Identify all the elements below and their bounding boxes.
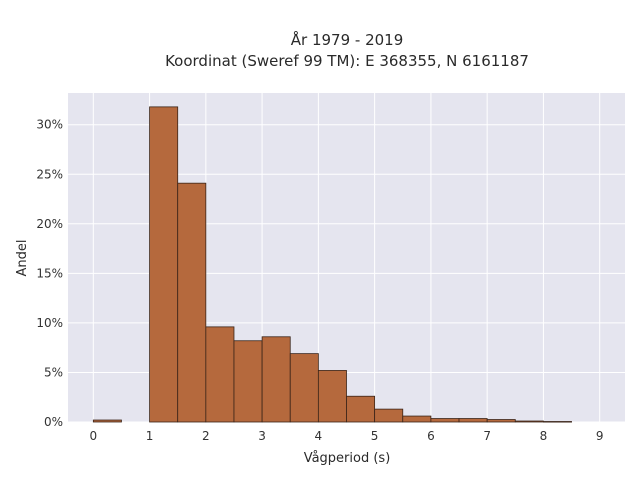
y-tick-label: 0% <box>44 415 63 429</box>
histogram-bar <box>346 395 376 423</box>
x-tick-label: 8 <box>540 429 548 443</box>
histogram-bar <box>317 370 347 423</box>
y-tick-label: 30% <box>36 118 63 132</box>
histogram-bar <box>486 419 516 423</box>
y-tick-label: 20% <box>36 217 63 231</box>
histogram-bar <box>289 353 319 423</box>
histogram-bar <box>430 418 460 423</box>
bars <box>92 106 572 423</box>
histogram-bar <box>458 418 488 423</box>
histogram-bar <box>205 326 235 423</box>
histogram-bar <box>233 340 263 423</box>
x-tick-label: 6 <box>427 429 435 443</box>
y-tick-label: 5% <box>44 365 63 379</box>
x-tick-label: 7 <box>483 429 491 443</box>
y-tick-label: 10% <box>36 316 63 330</box>
x-tick-labels: 0 1 2 3 4 5 6 7 8 9 <box>89 429 603 443</box>
histogram-bar <box>149 106 179 423</box>
y-tick-label: 15% <box>36 266 63 280</box>
histogram-bar <box>543 421 572 423</box>
y-axis-label: Andel <box>15 240 30 277</box>
x-tick-label: 2 <box>202 429 210 443</box>
histogram-bar <box>402 415 432 423</box>
x-tick-label: 9 <box>596 429 604 443</box>
y-tick-labels: 0% 5% 10% 15% 20% 25% 30% <box>36 118 63 429</box>
histogram-bar <box>261 336 291 423</box>
chart-title-line-2: Koordinat (Sweref 99 TM): E 368355, N 61… <box>165 52 529 70</box>
x-tick-label: 5 <box>371 429 379 443</box>
x-tick-label: 3 <box>258 429 266 443</box>
x-tick-label: 0 <box>89 429 97 443</box>
x-tick-label: 4 <box>315 429 323 443</box>
x-tick-label: 1 <box>146 429 154 443</box>
histogram-bar <box>177 182 207 423</box>
chart-title-line-1: År 1979 - 2019 <box>291 30 404 49</box>
histogram-bar <box>374 408 404 423</box>
histogram-bar <box>92 419 122 423</box>
x-axis-label: Vågperiod (s) <box>304 451 391 466</box>
y-tick-label: 25% <box>36 167 63 181</box>
histogram-bar <box>514 420 544 423</box>
